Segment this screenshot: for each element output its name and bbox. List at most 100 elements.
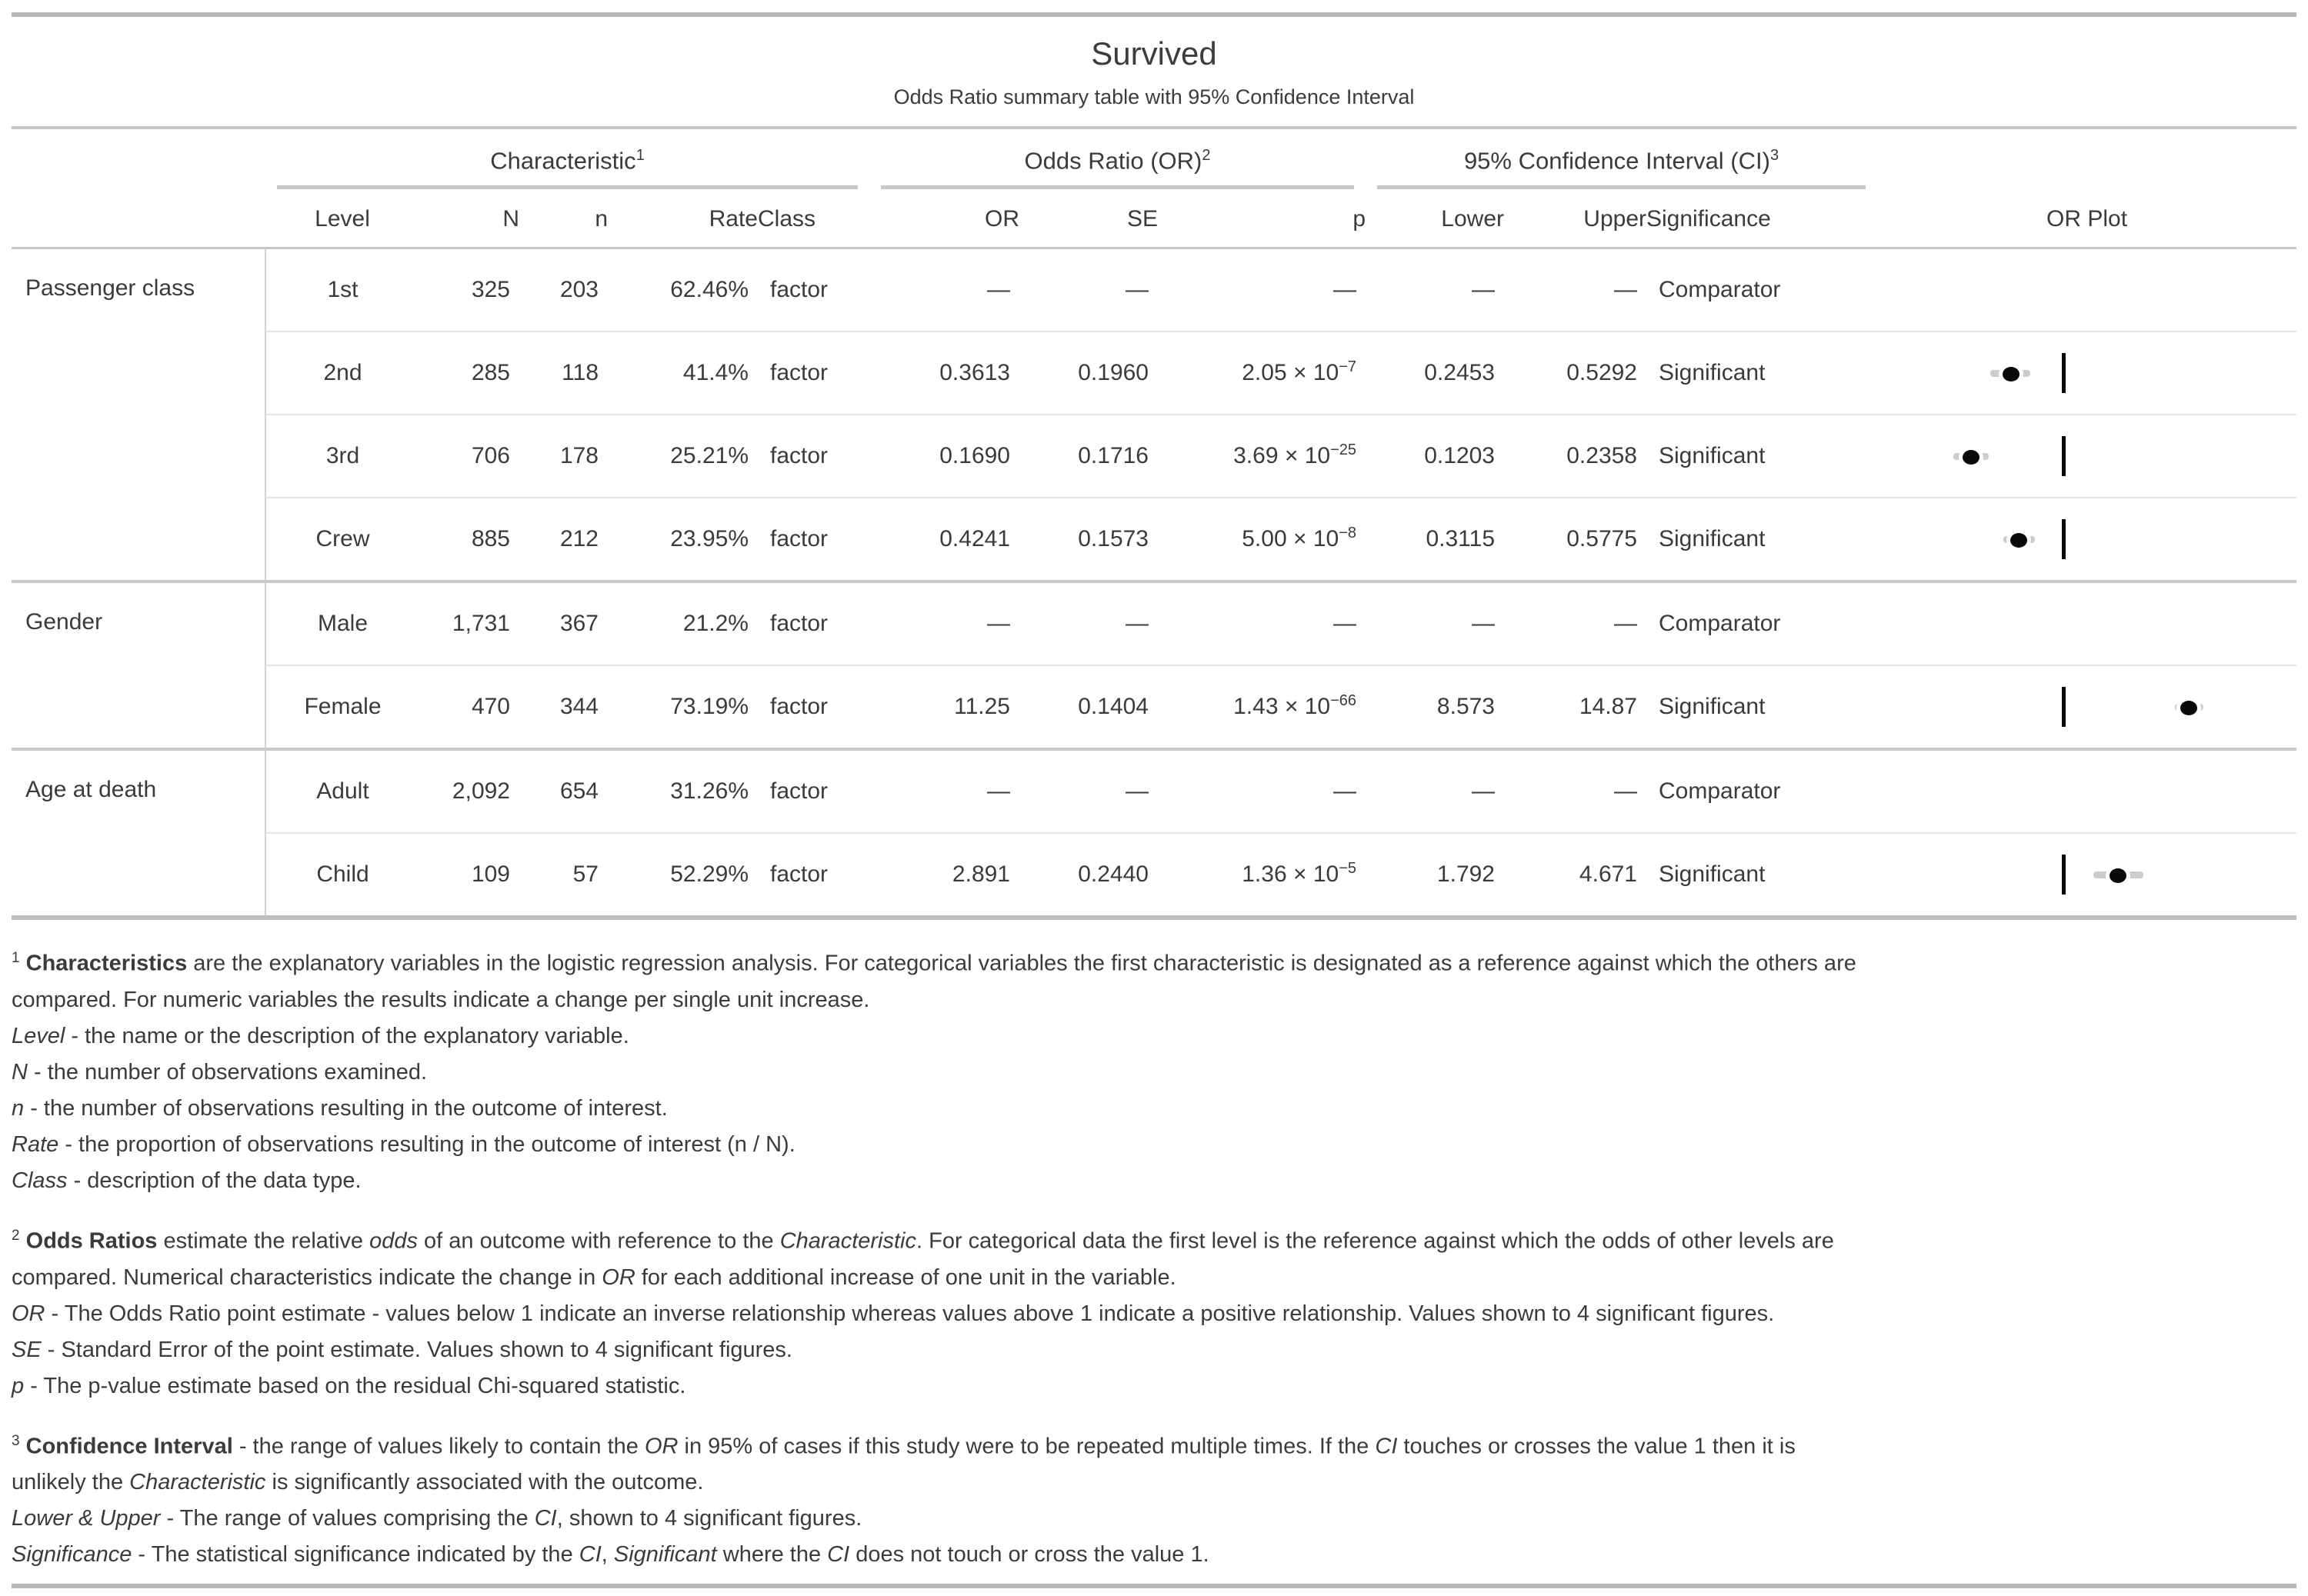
spanner-row: Characteristic1 Odds Ratio (OR)2 95% Con… — [12, 125, 2297, 191]
spanner-label: 95% Confidence Interval (CI) — [1463, 147, 1770, 175]
cell-level: 3rd — [265, 414, 419, 498]
column-header-significance: Significance — [1646, 190, 1878, 250]
cell-N: 706 — [419, 414, 519, 498]
cell-se: 0.2440 — [1019, 832, 1158, 918]
column-header-or-plot: OR Plot — [1877, 190, 2297, 250]
footnote-line: SE - Standard Error of the point estimat… — [12, 1337, 792, 1362]
cell-n: 212 — [519, 497, 608, 582]
cell-rate: 41.4% — [608, 331, 758, 415]
cell-or-plot — [1877, 832, 2297, 918]
cell-n: 57 — [519, 832, 608, 918]
footnote-line: Significance - The statistical significa… — [12, 1542, 1209, 1568]
column-header-group — [12, 190, 265, 250]
cell-N: 325 — [471, 277, 510, 303]
cell-or-plot — [1877, 497, 2297, 582]
cell-p: 2.05 × 10−7 — [1158, 331, 1366, 415]
or-point-marker — [2176, 697, 2201, 720]
column-header-class: Class — [758, 190, 869, 250]
footnote-line: 3 Confidence Interval - the range of val… — [12, 1432, 1796, 1459]
cell-or: — — [869, 748, 1019, 834]
table-row: Passenger class 1st 325 203 62.46% factor — — — —… — [12, 248, 2296, 582]
footnotes: 1 Characteristics are the explanatory va… — [12, 920, 2296, 1573]
or-point-marker — [2106, 865, 2131, 888]
table-header: Characteristic1 Odds Ratio (OR)2 95% Con… — [12, 125, 2297, 250]
cell-upper: 14.87 — [1504, 665, 1646, 750]
cell-or: — — [869, 580, 1019, 666]
page-title: Survived — [1091, 35, 1217, 72]
cell-se: 0.1573 — [1019, 497, 1158, 582]
cell-upper: 0.5775 — [1504, 497, 1646, 582]
cell-level: Child — [265, 832, 419, 918]
cell-class: factor — [758, 414, 869, 498]
cell-or: 0.3613 — [869, 331, 1019, 415]
cell-level: Female — [265, 665, 419, 750]
cell-class: factor — [770, 277, 829, 303]
footnote-line: Class - description of the data type. — [12, 1168, 362, 1193]
cell-level: Crew — [265, 497, 419, 582]
cell-rate: 73.19% — [608, 665, 758, 750]
reference-line — [2062, 687, 2066, 728]
cell-rate: 31.26% — [608, 748, 758, 834]
cell-N: 285 — [419, 331, 519, 415]
cell-or: 0.4241 — [869, 497, 1019, 582]
or-plot-area — [1877, 751, 2296, 831]
table-row: Child 109 57 52.29% factor 2.891 0.2440 1.36 × … — [12, 832, 2297, 918]
cell-se: — — [1019, 580, 1158, 666]
footnote-line: 2 Odds Ratios estimate the relative odds… — [12, 1227, 1834, 1254]
or-plot-area — [1877, 835, 2296, 915]
cell-p: 1.36 × 10−5 — [1158, 832, 1366, 918]
table-row: Crew 885 212 23.95% factor 0.4241 0.1573 5.00 ×… — [12, 497, 2297, 582]
cell-p: 3.69 × 10−25 — [1158, 414, 1366, 498]
or-plot-area — [1877, 250, 2296, 330]
cell-se: — — [1126, 277, 1149, 303]
footnote-line: OR - The Odds Ratio point estimate - val… — [12, 1301, 1775, 1326]
cell-n: 367 — [519, 580, 608, 666]
column-header-p: p — [1158, 190, 1366, 250]
cell-significance: Significant — [1646, 414, 1878, 498]
table-row: Gender Male 1,731 367 21.2% factor — — — — — Compar… — [12, 580, 2297, 750]
footnote-marker: 2 — [1202, 147, 1211, 164]
cell-lower: — — [1472, 277, 1495, 303]
cell-or: 2.891 — [869, 832, 1019, 918]
cell-n: 118 — [519, 331, 608, 415]
cell-or-plot — [1877, 665, 2297, 750]
top-rule — [12, 12, 2296, 17]
cell-N: 470 — [419, 665, 519, 750]
cell-lower: — — [1366, 748, 1504, 834]
cell-upper: — — [1504, 580, 1646, 666]
cell-level: Adult — [265, 748, 419, 834]
footnote-block: 1 Characteristics are the explanatory va… — [12, 940, 2296, 1199]
cell-rate: 23.95% — [608, 497, 758, 582]
cell-se: 0.1960 — [1019, 331, 1158, 415]
cell-p: — — [1333, 277, 1356, 303]
or-point-marker — [1998, 363, 2023, 386]
cell-n: 203 — [559, 277, 599, 303]
or-plot-area — [1877, 667, 2296, 747]
cell-level: Male — [265, 580, 419, 666]
table-row: Age at death Adult 2,092 654 31.26% factor — — —… — [12, 748, 2297, 918]
footnote-marker: 3 — [1769, 147, 1779, 164]
cell-p: 5.00 × 10−8 — [1158, 497, 1366, 582]
cell-significance: Significant — [1646, 832, 1878, 918]
cell-N: 109 — [419, 832, 519, 918]
cell-rate: 62.46% — [670, 277, 749, 303]
spanner-characteristic: Characteristic1 — [265, 125, 869, 191]
cell-or-plot — [1877, 414, 2297, 498]
or-plot-area — [1877, 333, 2296, 413]
cell-N: 885 — [419, 497, 519, 582]
cell-or-plot — [1877, 580, 2297, 666]
spanner-empty — [12, 125, 265, 191]
cell-n: 178 — [519, 414, 608, 498]
cell-lower: 0.1203 — [1366, 414, 1504, 498]
spanner-confidence-interval: 95% Confidence Interval (CI)3 — [1366, 125, 1878, 191]
cell-lower: — — [1366, 580, 1504, 666]
footnote-line: Lower & Upper - The range of values comp… — [12, 1506, 862, 1531]
cell-class: factor — [758, 497, 869, 582]
cell-class: factor — [758, 832, 869, 918]
footnote-line: compared. Numerical characteristics indi… — [12, 1264, 1176, 1290]
cell-significance: Significant — [1646, 331, 1878, 415]
cell-significance: Comparator — [1646, 580, 1878, 666]
summary-table: Characteristic1 Odds Ratio (OR)2 95% Con… — [12, 125, 2297, 921]
footnote-line: n - the number of observations resulting… — [12, 1095, 668, 1121]
